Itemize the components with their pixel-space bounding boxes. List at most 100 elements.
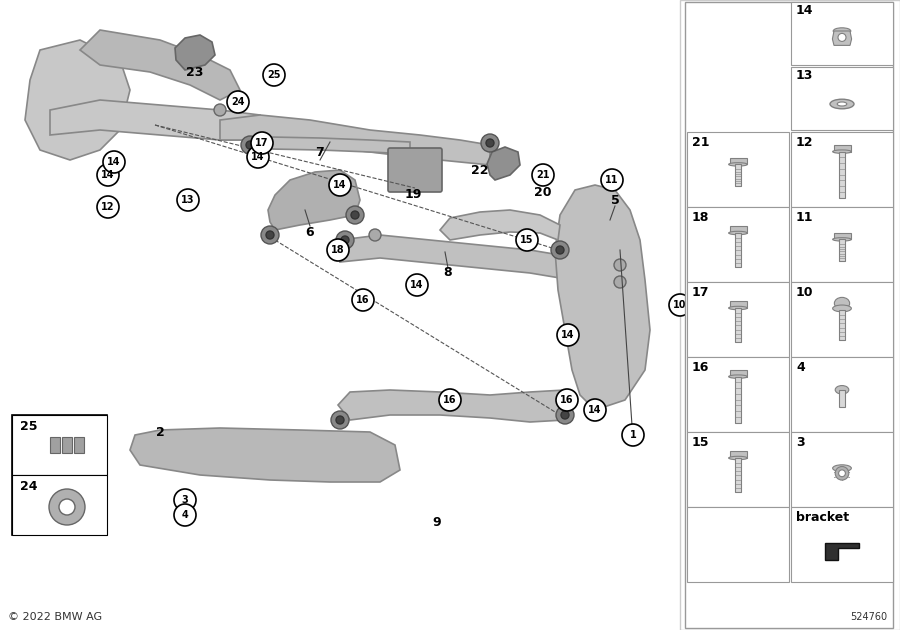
Circle shape bbox=[614, 276, 626, 288]
Polygon shape bbox=[220, 115, 490, 165]
Ellipse shape bbox=[832, 465, 851, 472]
Polygon shape bbox=[730, 158, 746, 164]
Circle shape bbox=[838, 33, 846, 42]
Text: 14: 14 bbox=[101, 170, 115, 180]
Bar bbox=[839, 239, 845, 261]
Text: 20: 20 bbox=[535, 185, 552, 198]
Circle shape bbox=[557, 324, 579, 346]
Ellipse shape bbox=[834, 297, 850, 309]
Circle shape bbox=[369, 229, 381, 241]
Ellipse shape bbox=[729, 456, 747, 460]
Bar bbox=[735, 308, 741, 342]
Circle shape bbox=[532, 164, 554, 186]
Text: 15: 15 bbox=[520, 235, 534, 245]
Text: 2: 2 bbox=[156, 425, 165, 438]
Circle shape bbox=[241, 136, 259, 154]
Circle shape bbox=[835, 466, 849, 480]
Text: 6: 6 bbox=[306, 226, 314, 239]
Text: 10: 10 bbox=[673, 300, 687, 310]
Circle shape bbox=[336, 416, 344, 424]
Ellipse shape bbox=[832, 305, 851, 312]
FancyBboxPatch shape bbox=[388, 148, 442, 192]
Circle shape bbox=[327, 239, 349, 261]
Text: 25: 25 bbox=[267, 70, 281, 80]
Ellipse shape bbox=[835, 386, 849, 394]
Circle shape bbox=[261, 226, 279, 244]
Circle shape bbox=[329, 174, 351, 196]
Circle shape bbox=[59, 499, 75, 515]
Bar bbox=[791, 132, 893, 207]
Circle shape bbox=[839, 470, 845, 477]
Circle shape bbox=[614, 259, 626, 271]
Bar bbox=[839, 310, 845, 340]
Circle shape bbox=[561, 411, 569, 419]
Bar bbox=[687, 132, 789, 207]
Polygon shape bbox=[50, 100, 260, 140]
Text: 25: 25 bbox=[20, 420, 38, 433]
Text: 7: 7 bbox=[316, 146, 324, 159]
Text: 10: 10 bbox=[796, 286, 814, 299]
Bar bbox=[735, 458, 741, 492]
Bar bbox=[74, 437, 84, 453]
Circle shape bbox=[556, 389, 578, 411]
Bar bbox=[687, 357, 789, 432]
Text: 14: 14 bbox=[333, 180, 346, 190]
Ellipse shape bbox=[837, 102, 847, 106]
Circle shape bbox=[336, 231, 354, 249]
Circle shape bbox=[346, 206, 364, 224]
Bar bbox=[839, 390, 845, 407]
Circle shape bbox=[601, 169, 623, 191]
Circle shape bbox=[97, 196, 119, 218]
Polygon shape bbox=[730, 370, 746, 377]
Bar bbox=[791, 67, 893, 130]
Text: 8: 8 bbox=[444, 265, 453, 278]
Text: © 2022 BMW AG: © 2022 BMW AG bbox=[8, 612, 102, 622]
Text: 14: 14 bbox=[562, 330, 575, 340]
Bar bbox=[735, 377, 741, 423]
Text: 18: 18 bbox=[331, 245, 345, 255]
Text: 3: 3 bbox=[796, 436, 805, 449]
Circle shape bbox=[406, 274, 428, 296]
Polygon shape bbox=[833, 145, 850, 152]
Bar bbox=[791, 357, 893, 432]
Bar bbox=[791, 507, 893, 582]
Polygon shape bbox=[175, 35, 215, 70]
Text: 14: 14 bbox=[251, 152, 265, 162]
Bar bbox=[50, 437, 60, 453]
Circle shape bbox=[246, 141, 254, 149]
Circle shape bbox=[351, 211, 359, 219]
Text: 4: 4 bbox=[796, 361, 805, 374]
Text: 17: 17 bbox=[256, 138, 269, 148]
Circle shape bbox=[174, 504, 196, 526]
Text: 14: 14 bbox=[796, 4, 814, 17]
Polygon shape bbox=[730, 226, 746, 233]
Bar bbox=[735, 233, 741, 267]
Ellipse shape bbox=[729, 163, 747, 166]
Text: 16: 16 bbox=[356, 295, 370, 305]
Polygon shape bbox=[825, 543, 859, 560]
Polygon shape bbox=[730, 451, 746, 458]
Text: 11: 11 bbox=[796, 211, 814, 224]
Bar bbox=[62, 437, 72, 453]
Polygon shape bbox=[832, 31, 851, 45]
Bar bbox=[735, 164, 741, 186]
Circle shape bbox=[103, 151, 125, 173]
Bar bbox=[680, 0, 900, 630]
Polygon shape bbox=[555, 185, 650, 410]
Text: 16: 16 bbox=[560, 395, 574, 405]
Text: 4: 4 bbox=[182, 510, 188, 520]
Circle shape bbox=[331, 411, 349, 429]
Polygon shape bbox=[730, 301, 746, 308]
Text: 18: 18 bbox=[692, 211, 709, 224]
Bar bbox=[12, 415, 107, 535]
Bar bbox=[839, 152, 845, 198]
Polygon shape bbox=[130, 428, 400, 482]
Polygon shape bbox=[833, 232, 850, 239]
Text: 17: 17 bbox=[692, 286, 709, 299]
Circle shape bbox=[584, 399, 606, 421]
Circle shape bbox=[247, 146, 269, 168]
Bar bbox=[687, 507, 789, 582]
Bar bbox=[791, 282, 893, 357]
Text: 21: 21 bbox=[692, 136, 709, 149]
Bar bbox=[12, 475, 107, 535]
